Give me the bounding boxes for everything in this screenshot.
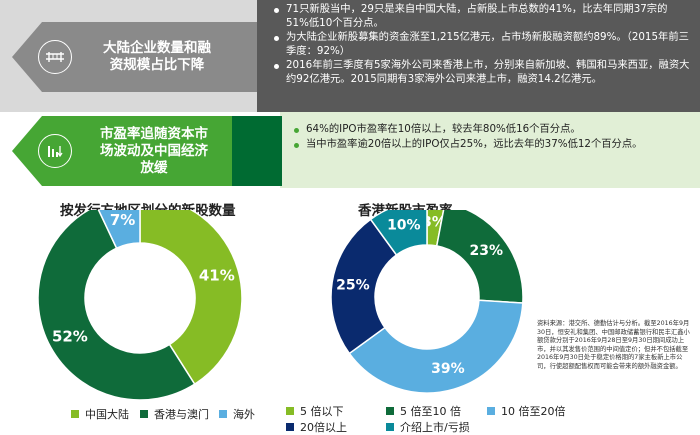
legend-item: 香港与澳门 <box>140 406 209 422</box>
slice-data-label: 23% <box>470 243 504 259</box>
legend-swatch <box>140 410 148 418</box>
legend-label: 5 倍至10 倍 <box>400 405 461 418</box>
row1-bullet: 71只新股当中，29只是来自中国大陆，占新股上市总数的41%，比去年同期37宗的… <box>272 3 690 30</box>
slice-data-label: 41% <box>199 267 235 285</box>
legend-label: 中国大陆 <box>85 408 129 421</box>
donut-chart-issuer-region: 41% 52% 7% <box>37 210 243 401</box>
legend-swatch <box>487 407 495 415</box>
legend-item: 5 倍以下 <box>286 403 344 419</box>
legend-swatch <box>386 407 394 415</box>
source-note: 资料来源：港交所、德勤估计与分析。截至2016年9月30日，恒安礼和集团、中国邮… <box>537 320 690 370</box>
legend-swatch <box>71 410 79 418</box>
row2-title: 市盈率追随资本市 场波动及中国经济 放缓 <box>100 126 208 176</box>
legend-label: 香港与澳门 <box>154 408 209 421</box>
row1-title: 大陆企业数量和融 资规模占比下降 <box>103 40 211 73</box>
row2-bullet-list: 64%的IPO市盈率在10倍以上，较去年80%低16个百分点。 当中市盈率逾20… <box>292 123 692 152</box>
legend-swatch <box>286 407 294 415</box>
row2-bullet: 64%的IPO市盈率在10倍以上，较去年80%低16个百分点。 <box>292 123 692 137</box>
legend-swatch <box>386 423 394 431</box>
donut-slice <box>369 210 428 256</box>
slice-data-label: 52% <box>52 328 88 346</box>
legend-label: 介绍上市/亏损 <box>400 421 470 434</box>
legend-label: 20倍以上 <box>300 421 347 434</box>
bar-chart-down-icon <box>38 134 72 168</box>
charts-canvas: 41%52%7% 3%23%39%25%10% <box>37 210 524 401</box>
legend-item: 10 倍至20倍 <box>487 403 566 419</box>
legend-item: 5 倍至10 倍 <box>386 403 461 419</box>
legend-swatch <box>219 410 227 418</box>
donut-chart-pe-ratio: 3%23%39%25%10% <box>330 210 524 394</box>
row2-accent-block <box>232 116 282 186</box>
legend-label: 海外 <box>233 408 255 421</box>
legend-item: 20倍以上 <box>286 419 347 435</box>
row1-bullet: 为大陆企业新股募集的资金涨至1,215亿港元，占市场新股融资额约89%。（201… <box>272 31 690 58</box>
legend-item: 介绍上市/亏损 <box>386 419 470 435</box>
slice-data-label: 7% <box>110 211 135 229</box>
donut-slice <box>37 210 196 401</box>
slice-data-label: 25% <box>336 277 370 293</box>
bridge-icon <box>38 40 72 74</box>
donut-slice <box>330 218 398 355</box>
row1-bullet-list: 71只新股当中，29只是来自中国大陆，占新股上市总数的41%，比去年同期37宗的… <box>272 3 690 88</box>
donut-slice <box>348 299 524 394</box>
legend-label: 5 倍以下 <box>300 405 344 418</box>
slice-data-label: 39% <box>431 361 465 377</box>
row1-bullet-panel <box>257 0 700 112</box>
row2-bullet: 当中市盈率逾20倍以上的IPO仅占25%，远比去年的37%低12个百分点。 <box>292 138 692 152</box>
legend-label: 10 倍至20倍 <box>501 405 566 418</box>
donut-slice <box>139 210 243 386</box>
legend-swatch <box>286 423 294 431</box>
row2-bullet-panel <box>280 112 700 188</box>
slice-data-label: 10% <box>387 218 421 234</box>
legend-item: 中国大陆 <box>71 406 129 422</box>
donut-slice <box>97 210 141 250</box>
legend-item: 海外 <box>219 406 255 422</box>
row1-bullet: 2016年前三季度有5家海外公司来香港上市，分别来自新加坡、韩国和马来西亚，融资… <box>272 59 690 86</box>
